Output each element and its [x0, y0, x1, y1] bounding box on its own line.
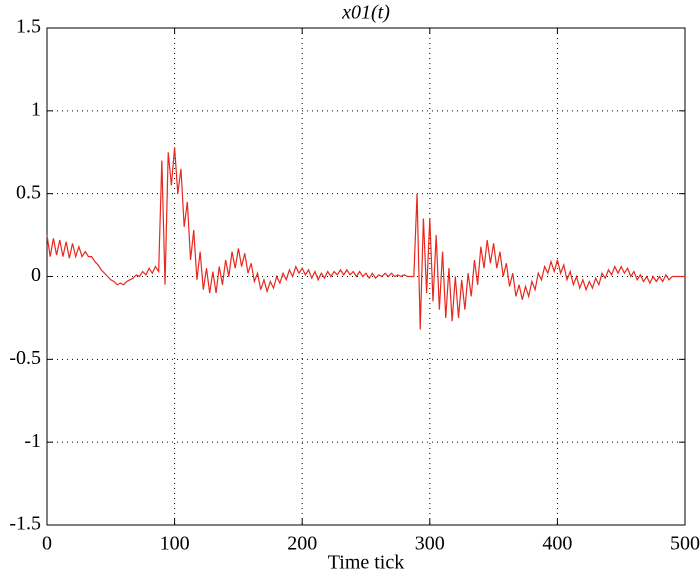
y-tick-label: 0.5 [16, 181, 41, 203]
y-tick-label: -1.5 [9, 513, 41, 535]
x-axis-label: Time tick [328, 552, 405, 574]
y-tick-label: -1 [24, 430, 41, 452]
chart-title: x01(t) [341, 2, 390, 24]
x-tick-label: 500 [670, 533, 700, 555]
y-tick-label: 1 [31, 98, 41, 120]
y-tick-label: 1.5 [16, 16, 41, 38]
x-tick-label: 400 [542, 533, 572, 555]
x-tick-label: 0 [42, 533, 52, 555]
x-tick-label: 200 [287, 533, 317, 555]
x-tick-label: 100 [160, 533, 190, 555]
y-tick-label: 0 [31, 264, 41, 286]
x-tick-label: 300 [415, 533, 445, 555]
y-tick-label: -0.5 [9, 347, 41, 369]
data-line [46, 147, 685, 330]
